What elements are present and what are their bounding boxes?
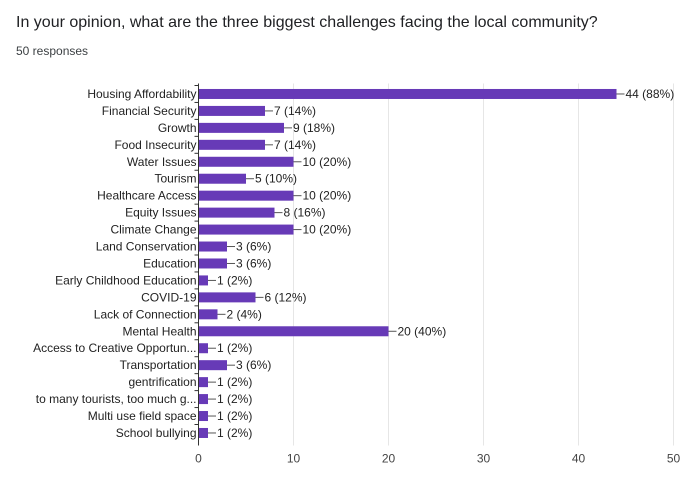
question-title: In your opinion, what are the three bigg… [16, 14, 598, 31]
data-label: 5 (10%) [255, 172, 297, 186]
bar [198, 173, 246, 184]
data-label: 1 (2%) [217, 409, 252, 423]
bar [198, 309, 218, 320]
bar [198, 88, 617, 99]
x-tick-label: 30 [477, 451, 491, 465]
data-label: 9 (18%) [293, 121, 335, 135]
data-label: 20 (40%) [398, 324, 447, 338]
data-label: 1 (2%) [217, 426, 252, 440]
category-label: Water Issues [127, 155, 197, 169]
category-label: Food Insecurity [114, 138, 196, 152]
data-label: 1 (2%) [217, 392, 252, 406]
bar [198, 377, 208, 388]
x-tick-label: 50 [667, 451, 681, 465]
data-label: 10 (20%) [303, 189, 352, 203]
bar [198, 427, 208, 438]
data-label: 10 (20%) [303, 155, 352, 169]
bar [198, 343, 208, 354]
category-label: Multi use field space [88, 409, 197, 423]
response-count: 50 responses [16, 44, 89, 58]
bar [198, 207, 275, 218]
category-label: Transportation [120, 358, 197, 372]
category-label: Climate Change [110, 223, 196, 237]
category-label: Equity Issues [125, 206, 196, 220]
bar [198, 411, 208, 422]
category-label: Land Conservation [96, 240, 197, 254]
category-label: Growth [158, 121, 197, 135]
bar [198, 139, 265, 150]
data-label: 3 (6%) [236, 358, 271, 372]
data-label: 3 (6%) [236, 256, 271, 270]
category-label: Education [143, 256, 196, 270]
bar [198, 241, 227, 252]
category-label: gentrification [128, 375, 196, 389]
x-tick-label: 10 [287, 451, 301, 465]
bar [198, 292, 256, 303]
data-label: 8 (16%) [284, 206, 326, 220]
bar [198, 190, 294, 201]
data-label: 6 (12%) [265, 290, 307, 304]
category-label: Housing Affordability [87, 87, 196, 101]
data-label: 1 (2%) [217, 273, 252, 287]
category-label: Financial Security [102, 104, 197, 118]
data-label: 2 (4%) [227, 307, 262, 321]
category-label: Lack of Connection [94, 307, 197, 321]
category-label: COVID-19 [141, 290, 197, 304]
bar [198, 122, 284, 133]
category-label: Mental Health [122, 324, 196, 338]
data-label: 1 (2%) [217, 341, 252, 355]
category-label: Early Childhood Education [55, 273, 196, 287]
data-label: 7 (14%) [274, 104, 316, 118]
bar [198, 275, 208, 286]
category-label: to many tourists, too much g... [36, 392, 197, 406]
bar [198, 258, 227, 269]
category-label: Tourism [154, 172, 196, 186]
data-label: 1 (2%) [217, 375, 252, 389]
x-tick-label: 40 [572, 451, 586, 465]
bar [198, 156, 294, 167]
data-label: 3 (6%) [236, 240, 271, 254]
bar [198, 105, 265, 116]
bar [198, 394, 208, 405]
x-tick-label: 0 [195, 451, 202, 465]
bar [198, 326, 389, 337]
data-label: 10 (20%) [303, 223, 352, 237]
bar [198, 224, 294, 235]
category-label: Healthcare Access [97, 189, 196, 203]
data-label: 7 (14%) [274, 138, 316, 152]
category-label: Access to Creative Opportun... [33, 341, 196, 355]
x-tick-label: 20 [382, 451, 396, 465]
category-label: School bullying [116, 426, 197, 440]
bar [198, 360, 227, 371]
data-label: 44 (88%) [626, 87, 675, 101]
